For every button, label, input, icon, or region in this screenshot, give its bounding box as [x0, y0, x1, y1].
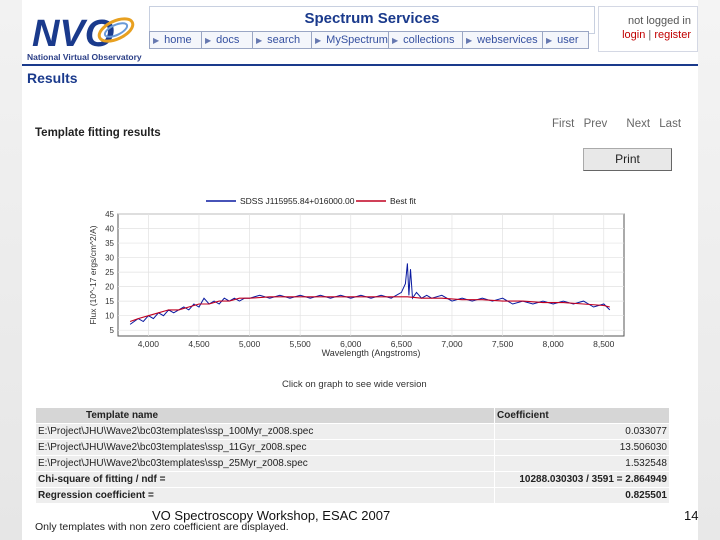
x-axis-label: Wavelength (Angstroms)	[322, 348, 421, 358]
logo-subtitle: National Virtual Observatory	[27, 52, 142, 62]
x-tick-label: 8,500	[593, 339, 615, 349]
template-name-cell: E:\Project\JHU\Wave2\bc03templates\ssp_1…	[35, 423, 495, 440]
nav-item-webservices[interactable]: ▶ webservices	[462, 31, 543, 49]
arrow-right-icon: ▶	[205, 35, 212, 45]
regression-row: Regression coefficient = 0.825501	[35, 487, 670, 504]
arrow-right-icon: ▶	[256, 35, 263, 45]
pager-last[interactable]: Last	[659, 118, 682, 130]
site-title: Spectrum Services	[304, 10, 440, 27]
spectrum-chart[interactable]: 5 10 15 20 25 30 35 40 45 4,000 4,500 5,000 5,500 6,0…	[86, 192, 626, 364]
chi-square-value: 10288.030303 / 3591 = 2.864949	[494, 471, 670, 488]
pager-first[interactable]: First	[552, 118, 575, 130]
y-tick-label: 5	[110, 326, 115, 335]
register-link[interactable]: register	[654, 29, 691, 41]
x-tick-label: 7,000	[441, 339, 463, 349]
plot-area	[117, 213, 625, 337]
swirl-icon	[97, 17, 135, 43]
arrow-right-icon: ▶	[466, 35, 473, 45]
header-coefficient: Coefficient	[494, 407, 670, 424]
template-table: Template name Coefficient E:\Project\JHU…	[35, 407, 670, 504]
slide-footer: VO Spectroscopy Workshop, ESAC 2007	[152, 508, 391, 523]
login-box: not logged in login | register	[598, 6, 698, 52]
regression-label: Regression coefficient =	[35, 487, 495, 504]
nvo-logo[interactable]: NVO	[28, 6, 146, 64]
chi-square-label: Chi-square of fitting / ndf =	[35, 471, 495, 488]
logo-text: NVO	[32, 13, 114, 55]
slide-background-right	[698, 0, 720, 540]
series-line-best-fit	[129, 296, 610, 323]
y-tick-label: 20	[105, 283, 114, 292]
template-fitting-heading: Template fitting results	[35, 127, 161, 139]
y-tick-label: 40	[105, 225, 114, 234]
nav-item-search[interactable]: ▶ search	[252, 31, 312, 49]
x-tick-label: 6,000	[340, 339, 362, 349]
y-tick-label: 10	[105, 312, 114, 321]
pager-prev[interactable]: Prev	[583, 118, 608, 130]
regression-value: 0.825501	[494, 487, 670, 504]
x-tick-label: 4,500	[188, 339, 210, 349]
nav-item-user[interactable]: ▶ user	[542, 31, 589, 49]
login-links: login | register	[599, 29, 691, 41]
main-nav: ▶ home ▶ docs ▶ search ▶ MySpectrum ▶ collect…	[149, 31, 595, 51]
nav-item-home[interactable]: ▶ home	[149, 31, 202, 49]
template-name-cell: E:\Project\JHU\Wave2\bc03templates\ssp_2…	[35, 455, 495, 472]
legend-label: Best fit	[390, 196, 417, 206]
table-header-row: Template name Coefficient	[35, 407, 670, 424]
x-tick-label: 4,000	[138, 339, 160, 349]
header-template-name: Template name	[35, 407, 495, 424]
y-tick-label: 25	[105, 268, 114, 277]
site-banner: Spectrum Services	[149, 6, 595, 34]
coefficient-cell: 0.033077	[494, 423, 670, 440]
click-graph-note: Click on graph to see wide version	[282, 379, 427, 390]
arrow-right-icon: ▶	[315, 35, 322, 45]
arrow-right-icon: ▶	[153, 35, 160, 45]
chi-square-row: Chi-square of fitting / ndf = 10288.0303…	[35, 471, 670, 488]
nav-item-myspectrum[interactable]: ▶ MySpectrum	[311, 31, 389, 49]
legend-label: SDSS J115955.84+016000.00	[240, 196, 355, 206]
pager: First Prev Next Last	[552, 118, 687, 130]
x-tick-label: 5,500	[290, 339, 312, 349]
login-separator: |	[648, 29, 652, 41]
y-tick-label: 15	[105, 297, 114, 306]
print-button[interactable]: Print	[583, 148, 672, 171]
template-name-cell: E:\Project\JHU\Wave2\bc03templates\ssp_1…	[35, 439, 495, 456]
page-number: 14	[684, 508, 699, 523]
x-tick-label: 5,000	[239, 339, 261, 349]
header-divider	[22, 64, 698, 66]
y-axis-label: Flux (10^-17 ergs/cm^2/A)	[88, 225, 98, 324]
table-row: E:\Project\JHU\Wave2\bc03templates\ssp_1…	[35, 439, 670, 456]
x-tick-label: 7,500	[492, 339, 514, 349]
y-tick-label: 30	[105, 254, 114, 263]
y-tick-label: 45	[105, 210, 114, 219]
arrow-right-icon: ▶	[546, 35, 553, 45]
login-status: not logged in	[628, 15, 691, 27]
x-tick-label: 8,000	[543, 339, 565, 349]
table-row: E:\Project\JHU\Wave2\bc03templates\ssp_1…	[35, 423, 670, 440]
x-tick-label: 6,500	[391, 339, 413, 349]
table-row: E:\Project\JHU\Wave2\bc03templates\ssp_2…	[35, 455, 670, 472]
nav-item-docs[interactable]: ▶ docs	[201, 31, 253, 49]
results-heading: Results	[27, 70, 78, 86]
coefficient-cell: 1.532548	[494, 455, 670, 472]
pager-next[interactable]: Next	[626, 118, 651, 130]
slide-background-left	[0, 0, 22, 540]
coefficient-cell: 13.506030	[494, 439, 670, 456]
footnote: Only templates with non zero coefficient…	[35, 521, 289, 533]
y-tick-label: 35	[105, 239, 114, 248]
login-link[interactable]: login	[622, 29, 646, 41]
nav-item-collections[interactable]: ▶ collections	[388, 31, 463, 49]
arrow-right-icon: ▶	[392, 35, 399, 45]
